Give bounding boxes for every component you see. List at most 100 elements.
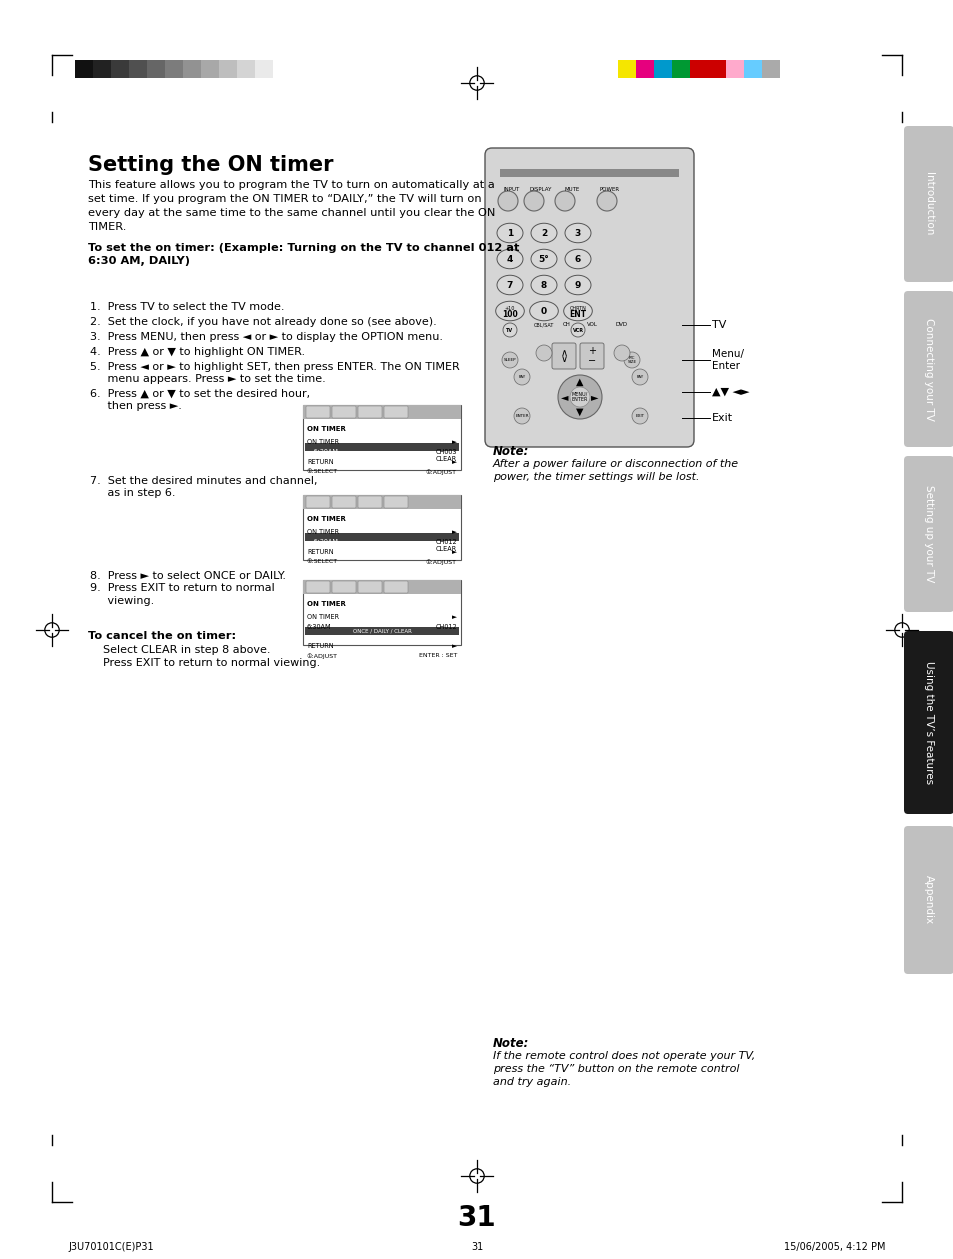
Text: VCR: VCR [572, 327, 583, 332]
Text: INPUT: INPUT [503, 188, 519, 193]
Text: Setting up your TV: Setting up your TV [923, 485, 933, 583]
Text: PIC
SIZE: PIC SIZE [627, 356, 636, 364]
Text: ►: ► [452, 529, 456, 535]
Text: Select CLEAR in step 8 above.: Select CLEAR in step 8 above. [103, 645, 271, 655]
Text: Using the TV’s Features: Using the TV’s Features [923, 661, 933, 784]
Text: Setting the ON timer: Setting the ON timer [88, 155, 334, 175]
Text: MENU/
ENTER: MENU/ ENTER [571, 392, 588, 403]
Text: ►: ► [452, 439, 456, 444]
Text: Introduction: Introduction [923, 172, 933, 235]
Text: 4: 4 [506, 254, 513, 263]
FancyBboxPatch shape [357, 496, 381, 507]
Ellipse shape [563, 301, 592, 321]
Bar [761, 60, 780, 78]
Text: 100: 100 [501, 310, 517, 319]
Bar [303, 405, 460, 419]
Text: 5.  Press ◄ or ► to highlight SET, then press ENTER. The ON TIMER: 5. Press ◄ or ► to highlight SET, then p… [90, 363, 459, 371]
Text: Connecting your TV: Connecting your TV [923, 317, 933, 421]
Text: ▲▼ ◄►: ▲▼ ◄► [711, 387, 749, 397]
Text: CHRTN: CHRTN [569, 306, 586, 311]
FancyBboxPatch shape [384, 580, 408, 593]
Circle shape [502, 324, 517, 337]
Ellipse shape [564, 223, 590, 243]
Text: then press ►.: then press ►. [90, 402, 182, 410]
Text: TIMER.: TIMER. [88, 222, 126, 232]
Circle shape [501, 353, 517, 368]
FancyBboxPatch shape [903, 631, 953, 815]
Text: PAY: PAY [517, 375, 525, 379]
Text: 2.  Set the clock, if you have not already done so (see above).: 2. Set the clock, if you have not alread… [90, 317, 436, 327]
Bar [147, 60, 165, 78]
Text: ①:SELECT: ①:SELECT [307, 470, 337, 473]
Text: ►: ► [452, 549, 456, 555]
Text: power, the timer settings will be lost.: power, the timer settings will be lost. [493, 472, 699, 482]
Bar [743, 60, 761, 78]
FancyBboxPatch shape [484, 149, 693, 447]
Text: CH012
CLEAR: CH012 CLEAR [435, 539, 456, 551]
Text: every day at the same time to the same channel until you clear the ON: every day at the same time to the same c… [88, 208, 495, 218]
Text: set time. If you program the ON TIMER to “DAILY,” the TV will turn on: set time. If you program the ON TIMER to… [88, 194, 481, 204]
Bar [305, 533, 458, 541]
FancyBboxPatch shape [332, 496, 355, 507]
Text: +10: +10 [504, 306, 515, 311]
Text: PAY: PAY [636, 375, 643, 379]
FancyBboxPatch shape [357, 580, 381, 593]
Text: Note:: Note: [493, 444, 529, 458]
Text: ON TIMER: ON TIMER [307, 426, 346, 432]
Ellipse shape [531, 276, 557, 295]
Ellipse shape [564, 249, 590, 268]
Bar [303, 405, 460, 470]
Text: MUTE: MUTE [564, 188, 579, 193]
Circle shape [523, 191, 543, 212]
Text: After a power failure or disconnection of the: After a power failure or disconnection o… [493, 460, 739, 470]
Text: ENTER: ENTER [515, 414, 528, 418]
Ellipse shape [529, 301, 558, 321]
Bar [303, 495, 460, 560]
Text: VOL: VOL [586, 322, 597, 327]
Bar [305, 443, 458, 451]
Text: Press EXIT to return to normal viewing.: Press EXIT to return to normal viewing. [103, 658, 320, 669]
Text: 9.  Press EXIT to return to normal: 9. Press EXIT to return to normal [90, 583, 274, 593]
Text: ►: ► [591, 392, 598, 402]
Text: CH003
CLEAR: CH003 CLEAR [435, 449, 456, 462]
FancyBboxPatch shape [306, 405, 330, 418]
Ellipse shape [497, 249, 522, 268]
Ellipse shape [564, 276, 590, 295]
Text: Menu/
Enter: Menu/ Enter [711, 349, 743, 371]
Text: ►: ► [452, 614, 456, 619]
Text: J3U70101C(E)P31: J3U70101C(E)P31 [68, 1241, 153, 1251]
Text: This feature allows you to program the TV to turn on automatically at a: This feature allows you to program the T… [88, 180, 495, 190]
Circle shape [514, 408, 530, 424]
Circle shape [569, 387, 589, 407]
Text: as in step 6.: as in step 6. [90, 488, 175, 499]
Bar [92, 60, 111, 78]
Bar [111, 60, 129, 78]
Circle shape [614, 345, 629, 361]
Text: 31: 31 [457, 1204, 496, 1233]
Text: 2: 2 [540, 228, 547, 238]
Text: ENT: ENT [569, 310, 586, 319]
Text: 6:30AM: 6:30AM [307, 539, 337, 545]
Text: Exit: Exit [711, 413, 732, 423]
Text: 15/06/2005, 4:12 PM: 15/06/2005, 4:12 PM [783, 1241, 885, 1251]
FancyBboxPatch shape [552, 342, 576, 369]
Ellipse shape [531, 249, 557, 268]
Text: 1: 1 [506, 228, 513, 238]
Text: 6:30 AM, DAILY): 6:30 AM, DAILY) [88, 256, 190, 266]
Ellipse shape [531, 223, 557, 243]
Text: ►: ► [452, 643, 456, 648]
Text: ∨: ∨ [559, 354, 567, 364]
Bar [689, 60, 707, 78]
Text: ①:ADJUST: ①:ADJUST [426, 559, 456, 564]
Text: 3.  Press MENU, then press ◄ or ► to display the OPTION menu.: 3. Press MENU, then press ◄ or ► to disp… [90, 332, 442, 342]
Circle shape [514, 369, 530, 385]
Bar [273, 60, 291, 78]
Ellipse shape [497, 276, 522, 295]
Text: 0: 0 [540, 306, 546, 316]
Text: SLEEP: SLEEP [503, 358, 516, 363]
FancyBboxPatch shape [384, 405, 408, 418]
Bar [254, 60, 273, 78]
Text: ENTER : SET: ENTER : SET [418, 653, 456, 658]
Circle shape [536, 345, 552, 361]
FancyBboxPatch shape [357, 405, 381, 418]
